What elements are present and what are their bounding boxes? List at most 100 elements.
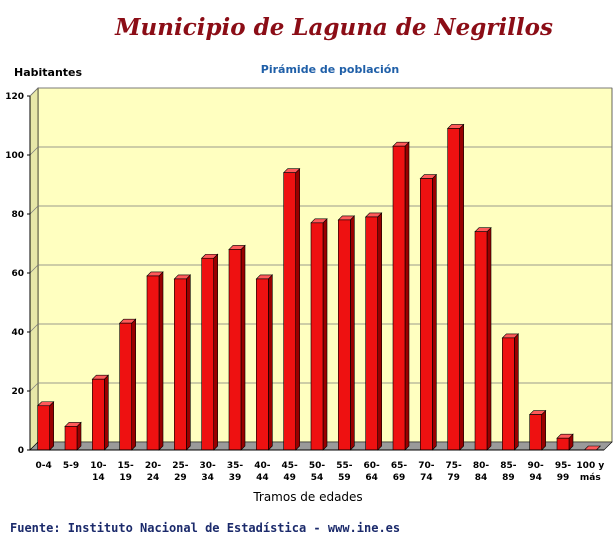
y-axis-label: Habitantes [14,66,83,79]
grid-line-side [29,146,39,156]
bar-side [158,271,164,451]
bar-side [486,226,492,451]
bar-front [92,378,105,451]
bar [146,271,164,451]
x-tick-label: más [580,473,601,483]
bar-side [268,274,273,451]
y-tick-label: 60 [11,269,24,279]
x-tick-label: 40- [254,461,271,471]
x-tick-label: 44 [256,473,269,483]
bar-side [213,253,218,451]
bar [392,141,410,451]
bar-side [104,374,109,451]
bar [474,226,492,451]
axes [27,95,604,451]
bar-side [49,401,54,451]
bar [64,421,82,451]
grid-line-side [29,264,39,274]
bar [501,333,520,451]
bar-side [350,215,355,451]
chart-title: Pirámide de población [260,63,400,76]
x-tick-label: 50- [309,461,326,471]
x-tick-label: 49 [283,473,296,483]
bar [446,123,465,451]
x-tick-label: 79 [447,473,460,483]
bar-side [514,333,519,451]
x-tick-label: 95- [555,461,572,471]
x-tick-label: 15- [118,461,135,471]
x-tick-label: 80- [473,461,490,471]
bar-front [64,426,78,451]
grid-line-side [29,87,39,97]
bar-front [474,231,488,451]
bar [528,409,547,451]
x-tick-label: 39 [229,473,242,483]
y-tick-label: 40 [11,328,24,338]
bar-front [447,128,460,451]
x-tick-label: 94 [529,473,542,483]
grid-line-side [29,382,39,392]
bar-side [459,123,464,451]
x-tick-label: 20- [145,461,162,471]
bar [36,401,55,451]
x-tick-label: 84 [475,473,488,483]
x-tick-label: 100 y [576,461,604,471]
bar [91,374,110,451]
x-tick-label: 90- [528,461,545,471]
bar-series [36,123,602,451]
x-tick-label: 30- [200,461,217,471]
bar-front [119,322,132,451]
bar [337,215,356,451]
bar-front [365,216,378,451]
bar [282,167,301,451]
x-tick-label: 89 [502,473,515,483]
bar-side [131,318,136,451]
bar-front [420,178,433,451]
x-tick-label: 45- [282,461,299,471]
bar-side [432,173,437,451]
x-tick-label: 70- [418,461,435,471]
bar-side [76,421,82,451]
x-tick-label: 19 [119,473,132,483]
bar-front [201,257,214,451]
bar [364,212,383,451]
bar [200,253,219,451]
bar-front [529,414,542,451]
y-tick-label: 0 [18,446,24,456]
bar [255,274,274,451]
bar [419,173,438,451]
x-tick-label: 10- [90,461,107,471]
bar-side [377,212,382,451]
y-tick-labels: 0 20 40 60 80 100 120 [5,92,24,456]
source-note: Fuente: Instituto Nacional de Estadístic… [10,521,401,535]
bar-side [541,409,546,451]
x-axis-label: Tramos de edades [253,490,363,504]
bar-front [392,145,406,451]
x-tick-label: 60- [364,461,381,471]
bar [173,274,192,451]
bar-front [37,405,50,451]
y-tick-label: 120 [5,92,24,102]
bar-front [556,437,570,451]
x-tick-label: 69 [393,473,406,483]
x-tick-label: 64 [365,473,378,483]
y-tick-label: 80 [11,210,24,220]
grid-line-side [29,205,39,215]
bar-front [146,275,160,451]
page-title: Municipio de Laguna de Negrillos [115,14,553,41]
bar [118,318,137,451]
x-tick-label: 54 [311,473,324,483]
bar-side [295,167,300,451]
bar-side [322,218,328,451]
bar-side [240,244,246,451]
x-tick-label: 59 [338,473,351,483]
x-tick-label: 99 [557,473,570,483]
x-tick-label: 5-9 [63,461,79,471]
bar-front [228,249,242,451]
bar-side [186,274,191,451]
bar [556,433,574,451]
y-tick-label: 20 [11,387,24,397]
x-tick-labels: 0-4 5-9 10- 14 15- 19 20- 24 25- 29 30- 34 35- 39 40- 4… [36,461,605,483]
bar-front [338,219,351,451]
x-tick-label: 34 [201,473,214,483]
